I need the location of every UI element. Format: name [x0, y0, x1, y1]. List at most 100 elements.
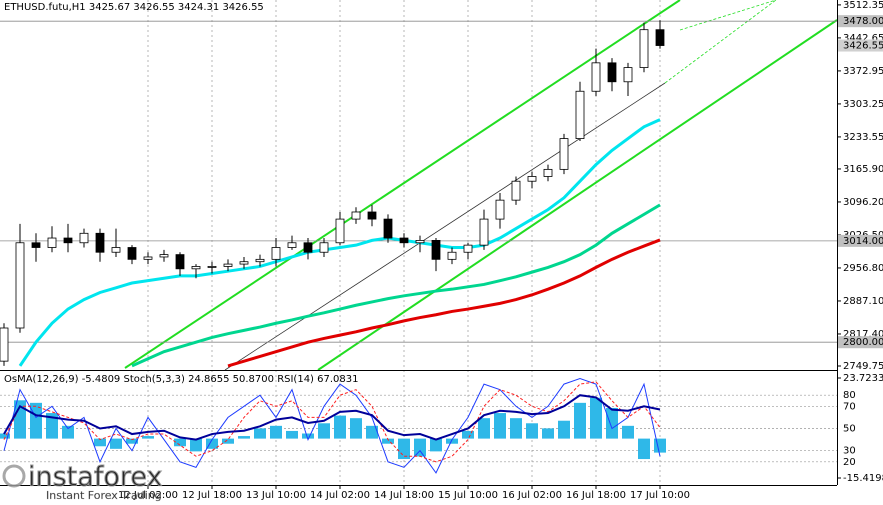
y-tick-label: 3165.90: [843, 164, 883, 175]
osma-bar: [270, 425, 282, 439]
channel-lower: [317, 19, 838, 371]
level-label-bg: [838, 336, 883, 349]
candle-body: [287, 242, 297, 248]
y-tick-label: 3372.95: [843, 66, 883, 77]
osma-bar: [318, 423, 330, 439]
osma-bar: [398, 438, 410, 460]
candle-body: [639, 29, 649, 68]
osma-bar: [254, 428, 266, 439]
candle-body: [431, 240, 441, 260]
osma-bar: [62, 425, 74, 439]
x-tick-label: 13 Jul 10:00: [246, 490, 306, 501]
candle-body: [655, 29, 665, 46]
chart-title: ETHUSD.futu,H1 3425.67 3426.55 3424.31 3…: [4, 2, 264, 13]
candle-body: [623, 67, 633, 83]
y-tick-label: 2887.10: [843, 296, 883, 307]
level-label: 3426.55: [843, 41, 883, 52]
osma-bar: [462, 430, 474, 439]
candle-body: [191, 266, 201, 270]
candle-body: [255, 258, 265, 263]
oscillator-line: [3, 378, 661, 474]
candle-body: [63, 237, 73, 244]
osma-bar: [558, 420, 570, 439]
candle-body: [559, 138, 569, 170]
channel-ext: [679, 0, 777, 31]
osma-bar: [350, 418, 362, 439]
osma-bar: [606, 407, 618, 439]
y-tick-label: 3233.55: [843, 132, 883, 143]
x-tick-label: 14 Jul 02:00: [310, 490, 370, 501]
candle-body: [511, 180, 521, 201]
candle-body: [303, 242, 313, 253]
osma-bar: [510, 418, 522, 439]
moving-average: [18, 118, 661, 367]
candle-body: [383, 218, 393, 239]
candle-body: [127, 247, 137, 260]
osma-bar: [126, 438, 138, 444]
moving-average: [131, 203, 661, 368]
trend-lines: [124, 0, 838, 371]
y2-tick-label: 70: [843, 401, 856, 412]
watermark: instaforex Instant Forex Trading: [2, 461, 163, 502]
osma-bar: [590, 397, 602, 439]
y-tick-label: 3303.25: [843, 99, 883, 110]
osma-bar: [526, 423, 538, 439]
osma-bar: [622, 425, 634, 439]
candle-body: [143, 256, 153, 260]
osma-bar: [542, 428, 554, 439]
candle-body: [239, 261, 249, 265]
osma-bar: [46, 413, 58, 439]
osma-bar: [414, 438, 426, 457]
candle-body: [575, 90, 585, 139]
watermark-logo: [2, 464, 26, 488]
osma-bar: [430, 438, 442, 452]
osma-bar: [94, 438, 106, 447]
y-tick-label: 3096.20: [843, 197, 883, 208]
osma-bar: [206, 438, 218, 449]
candle-body: [367, 211, 377, 220]
candle-body: [399, 237, 409, 244]
candle-body: [31, 242, 41, 248]
oscillator-line: [3, 394, 661, 441]
osma-bar: [222, 438, 234, 444]
x-tick-label: 15 Jul 10:00: [438, 490, 498, 501]
oscillator-line: [3, 381, 661, 463]
y2-tick-label: 50: [843, 424, 856, 435]
y-tick-label: 2956.80: [843, 263, 883, 274]
level-label: 2800.00: [843, 337, 883, 348]
x-tick-label: 16 Jul 02:00: [502, 490, 562, 501]
candle-body: [15, 242, 25, 329]
candle-body: [415, 240, 425, 244]
level-label: 3478.00: [843, 16, 883, 27]
level-label-bg: [838, 234, 883, 247]
candle-body: [79, 232, 89, 244]
osma-bar: [0, 433, 10, 439]
moving-average: [227, 238, 661, 368]
y-tick-label: 23.7233: [843, 373, 883, 384]
osma-bar: [494, 413, 506, 439]
osma-bar: [366, 425, 378, 439]
osma-bar: [334, 415, 346, 439]
osma-bar: [110, 438, 122, 449]
osma-bar: [574, 402, 586, 439]
x-tick-label: 16 Jul 18:00: [566, 490, 626, 501]
y2-tick-label: 80: [843, 390, 856, 401]
osma-bar: [142, 436, 154, 439]
level-label: 3014.00: [843, 236, 883, 247]
osma-bar: [190, 438, 202, 452]
osma-bar: [302, 433, 314, 439]
y-tick-label: 2817.40: [843, 329, 883, 340]
candle-body: [351, 211, 361, 220]
osma-bar: [382, 438, 394, 444]
candle-body: [479, 218, 489, 246]
x-tick-label: 12 Jul 18:00: [182, 490, 242, 501]
candle-body: [271, 247, 281, 260]
osma-bar: [238, 436, 250, 439]
channel-upper: [124, 0, 681, 369]
candle-body: [47, 237, 57, 248]
